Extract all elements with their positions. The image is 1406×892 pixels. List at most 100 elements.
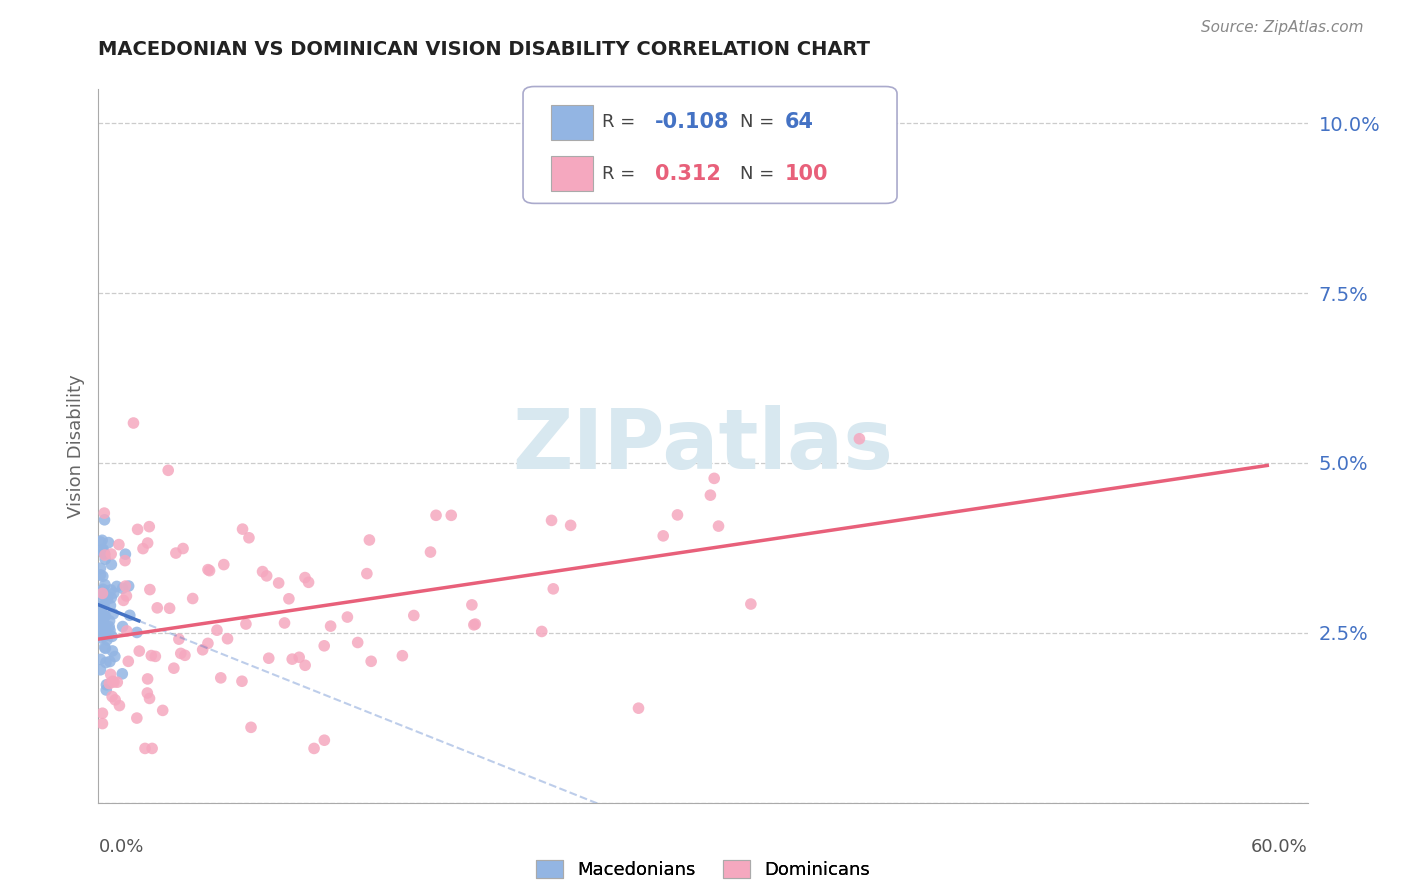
Point <box>172 541 194 556</box>
Point <box>302 741 325 756</box>
Point <box>560 518 582 533</box>
Point <box>125 625 148 640</box>
Text: R =: R = <box>602 165 641 183</box>
Point <box>105 675 128 690</box>
Point <box>699 488 721 502</box>
Point <box>94 552 117 566</box>
Point <box>118 608 141 623</box>
Point <box>90 607 112 621</box>
Point <box>94 548 117 562</box>
Point <box>143 649 166 664</box>
Point <box>93 599 115 613</box>
Point <box>402 608 425 623</box>
Point <box>93 513 115 527</box>
Text: Source: ZipAtlas.com: Source: ZipAtlas.com <box>1201 20 1364 35</box>
Point <box>297 575 319 590</box>
Point <box>94 641 117 656</box>
Point <box>90 616 112 631</box>
Point <box>91 542 114 557</box>
Point <box>89 535 111 549</box>
Point <box>91 533 114 548</box>
Point <box>91 617 114 632</box>
Point <box>191 642 214 657</box>
Text: 100: 100 <box>785 163 828 184</box>
Point <box>101 644 124 658</box>
Point <box>90 599 112 614</box>
Point <box>740 597 762 611</box>
Point <box>163 661 186 675</box>
Point <box>152 703 174 717</box>
Point <box>98 624 121 638</box>
Point <box>240 720 263 734</box>
Point <box>440 508 463 523</box>
Point <box>197 563 219 577</box>
Point <box>96 632 118 647</box>
Point <box>94 578 117 592</box>
Point <box>117 654 139 668</box>
Point <box>94 609 117 624</box>
Point <box>294 658 316 673</box>
Point <box>294 571 316 585</box>
Point <box>314 733 336 747</box>
Point <box>238 531 260 545</box>
Point <box>103 586 125 600</box>
Point <box>91 586 114 600</box>
Point <box>128 644 150 658</box>
Point <box>98 614 121 628</box>
Point <box>174 648 197 663</box>
Point <box>93 589 115 603</box>
Point <box>256 569 278 583</box>
Point <box>100 558 122 572</box>
Point <box>97 535 120 549</box>
Text: ZIPatlas: ZIPatlas <box>513 406 893 486</box>
Point <box>205 623 228 637</box>
Point <box>157 463 180 477</box>
Point <box>103 675 125 690</box>
Point <box>141 741 163 756</box>
Point <box>232 522 254 536</box>
Point <box>93 506 115 520</box>
Point <box>101 674 124 689</box>
Point <box>93 546 115 560</box>
Point <box>117 579 139 593</box>
Point <box>540 513 562 527</box>
Point <box>111 582 134 596</box>
Point <box>91 569 114 583</box>
Point <box>122 416 145 430</box>
Point <box>89 631 111 645</box>
Y-axis label: Vision Disability: Vision Disability <box>66 374 84 518</box>
Text: N =: N = <box>740 113 779 131</box>
Point <box>356 566 378 581</box>
Point <box>111 619 134 633</box>
Point <box>319 619 342 633</box>
Point <box>90 543 112 558</box>
Point <box>105 579 128 593</box>
Point <box>94 629 117 643</box>
Point <box>114 547 136 561</box>
Point <box>666 508 689 522</box>
Point <box>98 676 121 690</box>
Point <box>217 632 239 646</box>
Text: 64: 64 <box>785 112 814 132</box>
Point <box>115 589 138 603</box>
Point <box>209 671 232 685</box>
Point <box>543 582 565 596</box>
Point <box>167 632 190 647</box>
Point <box>115 624 138 638</box>
Text: MACEDONIAN VS DOMINICAN VISION DISABILITY CORRELATION CHART: MACEDONIAN VS DOMINICAN VISION DISABILIT… <box>98 40 870 59</box>
Point <box>138 691 160 706</box>
Point <box>273 615 295 630</box>
Point <box>627 701 650 715</box>
Point <box>89 592 111 607</box>
Point <box>132 541 155 556</box>
Point <box>89 613 111 627</box>
Point <box>360 654 382 668</box>
Point <box>98 620 121 634</box>
Point <box>136 672 159 686</box>
Point <box>267 576 290 591</box>
Point <box>159 601 181 615</box>
Point <box>94 588 117 602</box>
Point <box>198 564 221 578</box>
Point <box>98 655 121 669</box>
Point <box>461 598 484 612</box>
